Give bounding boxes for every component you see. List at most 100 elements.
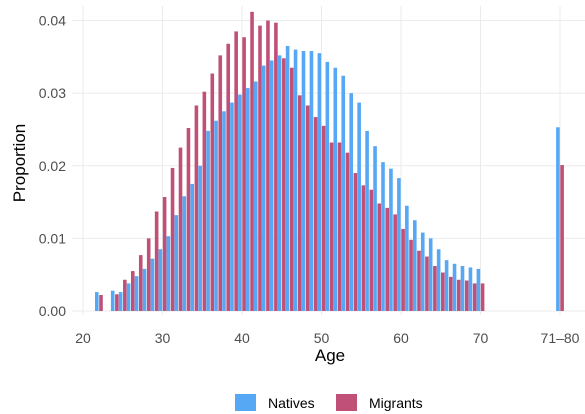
bar-migrants-48 [305, 105, 310, 312]
bar-migrants-56 [369, 189, 374, 311]
bar-migrants-30 [162, 196, 167, 311]
bar-migrants-25 [123, 279, 127, 311]
y-tick-label: 0.02 [39, 158, 66, 174]
bar-natives-35 [198, 165, 202, 311]
bar-natives-70 [476, 268, 481, 311]
bar-natives-33 [182, 196, 187, 311]
bar-migrants-46 [290, 67, 294, 311]
bar-migrants-29 [154, 211, 159, 311]
bar-migrants-34 [194, 105, 199, 312]
bar-natives-55 [357, 102, 361, 311]
bar-natives-57 [373, 146, 377, 311]
bar-migrants-63 [425, 256, 429, 311]
bar-natives-26 [126, 283, 131, 311]
bar-migrants-35 [202, 91, 207, 311]
legend: Natives Migrants [235, 394, 423, 411]
bar-natives-56 [365, 130, 369, 311]
bar-migrants-55 [361, 185, 366, 311]
legend-label-natives: Natives [268, 395, 315, 411]
bar-migrants-71-80 [560, 165, 564, 311]
legend-label-migrants: Migrants [369, 395, 423, 411]
legend-key-natives [235, 394, 256, 411]
bar-migrants-65 [441, 272, 445, 311]
bar-migrants-27 [138, 255, 143, 311]
bar-migrants-47 [297, 95, 302, 311]
x-tick-label: 30 [155, 330, 171, 346]
bar-migrants-66 [449, 276, 453, 311]
bar-natives-43 [261, 65, 266, 311]
x-axis-title: Age [315, 346, 345, 365]
y-tick-label: 0.04 [39, 13, 66, 29]
bar-natives-37 [214, 120, 218, 312]
x-tick-label: 60 [393, 330, 409, 346]
bar-natives-46 [285, 45, 290, 311]
bar-migrants-39 [234, 31, 238, 311]
bar-migrants-54 [353, 173, 358, 311]
bar-natives-27 [134, 276, 139, 311]
bar-natives-59 [389, 168, 393, 311]
bar-natives-51 [325, 61, 330, 311]
bar-migrants-31 [170, 167, 175, 311]
bar-migrants-60 [401, 228, 405, 311]
bar-natives-61 [405, 205, 409, 311]
bar-natives-69 [468, 267, 473, 311]
bar-migrants-36 [210, 73, 215, 311]
bar-migrants-22 [99, 295, 103, 311]
bar-natives-44 [269, 60, 274, 312]
bar-natives-30 [158, 249, 163, 311]
x-tick-label: 71–80 [541, 330, 580, 346]
bar-migrants-64 [433, 265, 437, 311]
bar-natives-58 [381, 162, 385, 311]
bar-migrants-26 [131, 271, 135, 311]
bar-migrants-33 [186, 128, 191, 311]
bar-migrants-49 [313, 117, 318, 311]
x-tick-label: 70 [473, 330, 489, 346]
bar-natives-42 [254, 81, 258, 312]
bar-natives-32 [174, 215, 179, 311]
bar-natives-29 [150, 258, 155, 311]
y-tick-label: 0.03 [39, 85, 66, 101]
bar-natives-67 [452, 263, 457, 311]
tick-labels: 0.00 0.01 0.02 0.03 0.04 20 30 40 50 60 70 71–80 [39, 13, 580, 346]
bar-migrants-68 [464, 280, 469, 311]
bar-migrants-70 [480, 283, 485, 311]
bar-natives-45 [277, 55, 282, 311]
x-tick-label: 50 [314, 330, 330, 346]
bar-natives-28 [142, 268, 147, 311]
x-tick-label: 20 [75, 330, 91, 346]
bar-natives-25 [118, 292, 123, 311]
bar-migrants-69 [472, 283, 477, 311]
bar-migrants-32 [178, 147, 183, 311]
bar-migrants-38 [226, 43, 230, 311]
bar-natives-62 [413, 220, 417, 311]
bar-migrants-61 [409, 239, 413, 311]
legend-key-migrants [336, 394, 357, 411]
bar-natives-22 [95, 292, 99, 311]
bar-migrants-67 [456, 279, 461, 311]
bar-natives-54 [349, 93, 353, 311]
bar-natives-24 [110, 290, 115, 311]
bar-migrants-62 [417, 250, 421, 311]
bar-migrants-50 [321, 125, 326, 311]
x-tick-label: 40 [234, 330, 250, 346]
bar-migrants-43 [266, 20, 270, 312]
bar-natives-66 [444, 260, 449, 311]
bars [95, 11, 564, 312]
bar-natives-48 [301, 51, 306, 312]
y-axis-title: Proportion [10, 124, 29, 202]
bar-migrants-44 [274, 22, 278, 311]
bar-migrants-45 [282, 58, 286, 311]
bar-migrants-51 [329, 142, 334, 311]
bar-natives-64 [428, 238, 433, 311]
bar-natives-71-80 [556, 127, 560, 312]
bar-natives-34 [190, 183, 194, 311]
bar-natives-36 [206, 130, 210, 311]
bar-natives-53 [341, 75, 346, 312]
bar-migrants-53 [345, 152, 350, 311]
bar-migrants-28 [146, 238, 151, 311]
y-tick-label: 0.01 [39, 230, 66, 246]
bar-natives-60 [397, 178, 401, 311]
bar-migrants-37 [218, 55, 223, 311]
bar-natives-68 [460, 265, 465, 311]
